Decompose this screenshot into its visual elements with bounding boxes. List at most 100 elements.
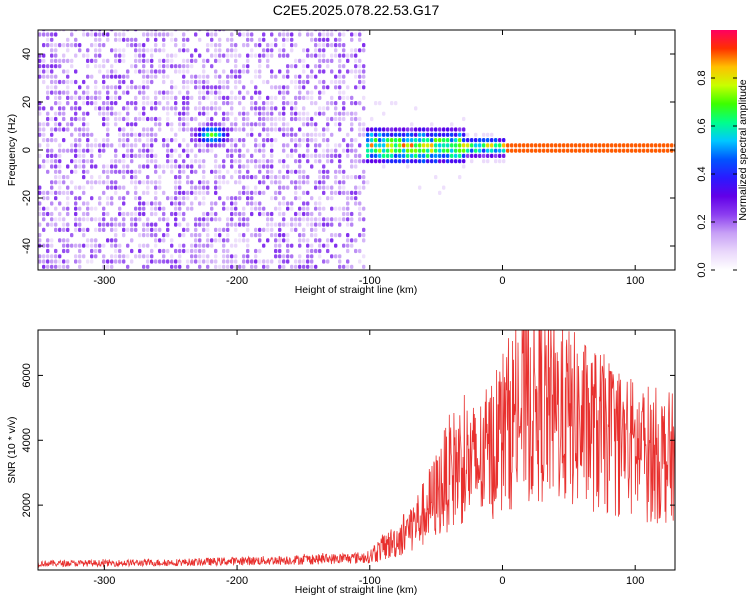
spectrogram-cell (446, 159, 450, 164)
spectrogram-cell (206, 243, 210, 248)
spectrogram-cell (338, 95, 342, 100)
spectrogram-cell (166, 95, 170, 100)
spectrogram-cell (390, 132, 394, 137)
spectrogram-cell (46, 138, 50, 143)
spectrogram-cell (342, 95, 346, 100)
spectrogram-cell (58, 175, 62, 180)
spectrogram-cell (302, 206, 306, 211)
spectrogram-cell (266, 79, 270, 85)
spectrogram-cell (62, 222, 66, 227)
spectrogram-cell (162, 58, 166, 63)
spectrogram-cell (558, 148, 562, 153)
spectrogram-cell (458, 143, 462, 148)
spectrogram-cell (406, 164, 410, 169)
spectrogram-cell (54, 95, 58, 100)
spectrogram-cell (310, 211, 314, 217)
spectrogram-cell (250, 196, 254, 201)
spectrogram-cell (310, 122, 314, 127)
spectrogram-cell (278, 233, 282, 238)
spectrogram-cell (194, 190, 198, 195)
spectrogram-cell (158, 127, 162, 132)
spectrogram-cell (306, 243, 310, 248)
spectrogram-cell (634, 148, 638, 153)
spectrogram-cell (310, 74, 314, 79)
spectrogram-cell (262, 101, 266, 106)
spectrogram-cell (54, 196, 58, 201)
spectrogram-cell (146, 227, 150, 232)
spectrogram-cell (154, 132, 158, 137)
spectrogram-cell (54, 190, 58, 195)
spectrogram-cell (154, 222, 158, 227)
spectrogram-cell (202, 248, 206, 254)
spectrogram-cell (178, 90, 182, 95)
spectrogram-cell (62, 227, 66, 232)
spectrogram-cell (210, 148, 214, 153)
spectrogram-cell (194, 238, 198, 243)
spectrogram-cell (190, 159, 194, 164)
spectrogram-cell (354, 53, 358, 58)
spectrogram-cell (242, 106, 246, 111)
spectrogram-cell (358, 127, 362, 132)
spectrogram-cell (78, 164, 82, 169)
spectrogram-cell (134, 153, 138, 158)
spectrogram-cell (350, 69, 354, 74)
spectrogram-cell (306, 206, 310, 211)
spectrogram-cell (126, 111, 130, 116)
spectrogram-cell (290, 206, 294, 211)
spectrogram-cell (146, 243, 150, 248)
spectrogram-cell (98, 90, 102, 95)
spectrogram-cell (122, 53, 126, 58)
spectrogram-cell (450, 159, 454, 164)
spectrogram-cell (258, 74, 262, 79)
spectrogram-cell (246, 148, 250, 153)
spectrogram-cell (46, 116, 50, 122)
spectrogram-cell (190, 259, 194, 264)
spectrogram-cell (254, 185, 258, 190)
spectrogram-cell (122, 90, 126, 95)
spectrogram-cell (414, 148, 418, 153)
spectrogram-cell (86, 217, 90, 222)
spectrogram-cell (234, 243, 238, 248)
spectrogram-cell (294, 169, 298, 174)
spectrogram-cell (98, 43, 102, 48)
spectrogram-cell (174, 106, 178, 111)
spectrogram-cell (322, 79, 326, 85)
spectrogram-cell (54, 79, 58, 85)
spectrogram-cell (254, 69, 258, 74)
spectrogram-cell (574, 143, 578, 148)
spectrogram-cell (246, 201, 250, 206)
spectrogram-cell (346, 196, 350, 201)
spectrogram-cell (226, 58, 230, 63)
spectrogram-cell (46, 254, 50, 259)
spectrogram-cell (66, 222, 70, 227)
spectrogram-cell (474, 132, 478, 137)
spectrogram-cell (54, 164, 58, 169)
spectrogram-cell (366, 153, 370, 158)
spectrogram-cell (334, 111, 338, 116)
spectrogram-cell (494, 143, 498, 148)
spectrogram-cell (146, 69, 150, 74)
spectrogram-cell (118, 95, 122, 100)
spectrogram-cell (170, 201, 174, 206)
spectrogram-cell (54, 127, 58, 132)
spectrogram-cell (594, 143, 598, 148)
spectrogram-cell (498, 153, 502, 158)
spectrogram-cell (214, 217, 218, 222)
spectrogram-cell (346, 222, 350, 227)
spectrogram-cell (230, 153, 234, 158)
spectrogram-cell (250, 175, 254, 180)
spectrogram-cell (606, 148, 610, 153)
spectrogram-cell (342, 43, 346, 48)
spectrogram-cell (318, 169, 322, 174)
spectrogram-cell (170, 243, 174, 248)
spectrogram-cell (94, 248, 98, 254)
spectrogram-cell (134, 138, 138, 143)
spectrogram-cell (138, 43, 142, 48)
spectrogram-cell (162, 69, 166, 74)
spectrogram-cell (118, 169, 122, 174)
spectrogram-cell (86, 58, 90, 63)
spectrogram-cell (258, 90, 262, 95)
spectrogram-cell (86, 122, 90, 127)
spectrogram-cell (194, 222, 198, 227)
